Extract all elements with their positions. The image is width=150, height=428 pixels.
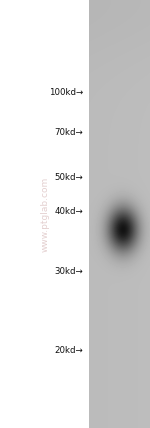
Text: 50kd→: 50kd→ bbox=[54, 173, 83, 182]
Text: 30kd→: 30kd→ bbox=[54, 267, 83, 276]
Text: 70kd→: 70kd→ bbox=[54, 128, 83, 137]
Bar bbox=[89, 0, 150, 428]
Text: 100kd→: 100kd→ bbox=[49, 87, 83, 97]
Text: 20kd→: 20kd→ bbox=[54, 346, 83, 356]
Text: 40kd→: 40kd→ bbox=[54, 207, 83, 217]
Text: www.ptglab.com: www.ptglab.com bbox=[40, 176, 50, 252]
